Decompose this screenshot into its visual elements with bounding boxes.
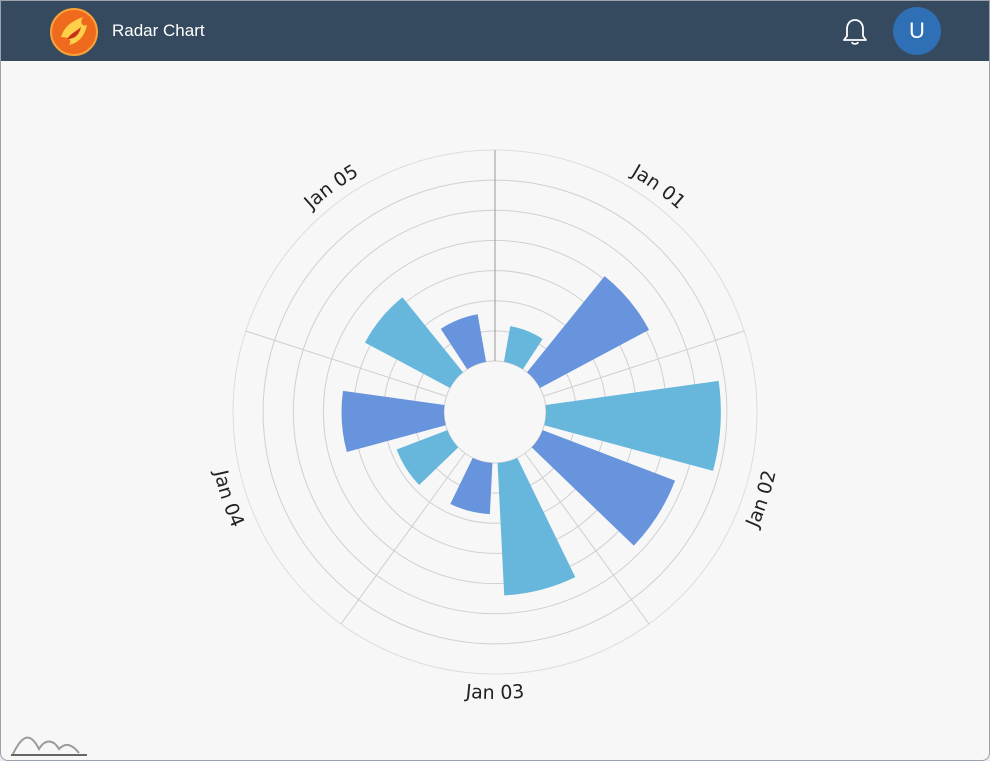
app-title: Radar Chart bbox=[112, 21, 205, 40]
grid-spoke bbox=[340, 452, 466, 625]
category-label: Jan 04 bbox=[209, 467, 248, 530]
bell-icon[interactable] bbox=[841, 17, 869, 47]
bar-jan-02-series-1[interactable] bbox=[544, 380, 721, 471]
bar-jan-01-series-1[interactable] bbox=[503, 326, 543, 370]
category-label: Jan 02 bbox=[741, 468, 780, 531]
bar-jan-01-series-2[interactable] bbox=[527, 276, 650, 388]
grid-spoke bbox=[245, 330, 447, 397]
bar-jan-03-series-1[interactable] bbox=[497, 457, 576, 596]
bar-jan-05-series-2[interactable] bbox=[440, 314, 487, 370]
category-label: Jan 01 bbox=[627, 160, 690, 214]
bar-jan-02-series-2[interactable] bbox=[531, 430, 676, 546]
chart-bars bbox=[341, 276, 721, 596]
top-bar: Radar Chart U bbox=[1, 1, 989, 61]
waves-logo-icon bbox=[11, 736, 87, 756]
bar-jan-05-series-1[interactable] bbox=[364, 297, 463, 388]
grid-ring bbox=[443, 360, 547, 464]
user-avatar[interactable]: U bbox=[893, 7, 941, 55]
radar-chart: Jan 01 Jan 02 Jan 03 Jan 04 Jan 05 bbox=[209, 149, 781, 704]
bar-jan-03-series-2[interactable] bbox=[450, 457, 493, 515]
phoenix-logo-icon bbox=[50, 8, 98, 56]
category-label: Jan 05 bbox=[299, 160, 362, 214]
category-label: Jan 03 bbox=[464, 680, 525, 704]
grid-spoke bbox=[543, 330, 745, 397]
bar-jan-04-series-2[interactable] bbox=[341, 390, 446, 453]
bar-jan-04-series-1[interactable] bbox=[396, 430, 459, 486]
grid-spoke bbox=[524, 452, 650, 625]
